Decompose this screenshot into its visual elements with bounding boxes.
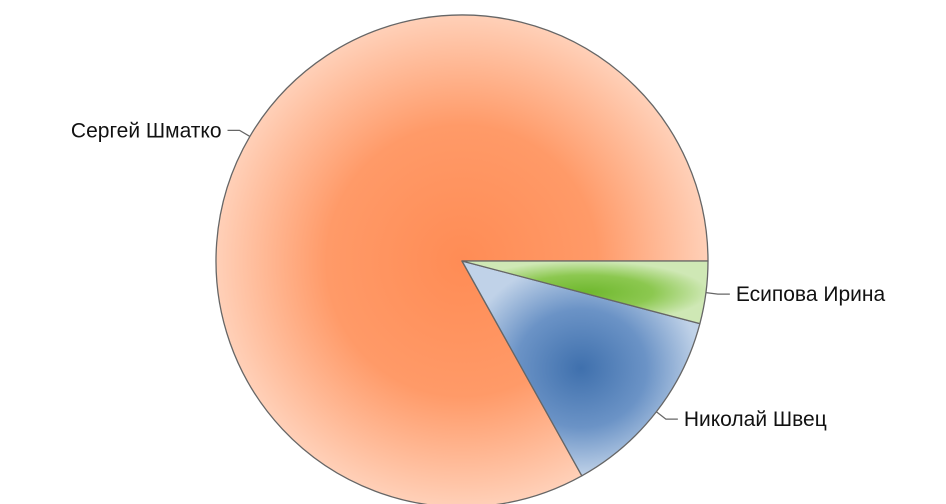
leader-line-0	[227, 129, 251, 137]
slice-2-wedge	[461, 260, 709, 325]
slice-labels: Сергей Шматко Николай Швец Есипова Ирина	[71, 119, 886, 431]
slice-label-2: Есипова Ирина	[736, 283, 886, 306]
leader-line-1	[656, 411, 678, 420]
leader-lines	[227, 129, 730, 420]
slice-label-0: Сергей Шматко	[71, 119, 222, 142]
leader-line-2	[705, 292, 730, 295]
slice-label-1: Николай Швец	[684, 408, 827, 431]
slice-0-wedge	[215, 14, 709, 504]
slice-1-wedge	[461, 260, 701, 477]
pie-slices	[215, 14, 709, 504]
